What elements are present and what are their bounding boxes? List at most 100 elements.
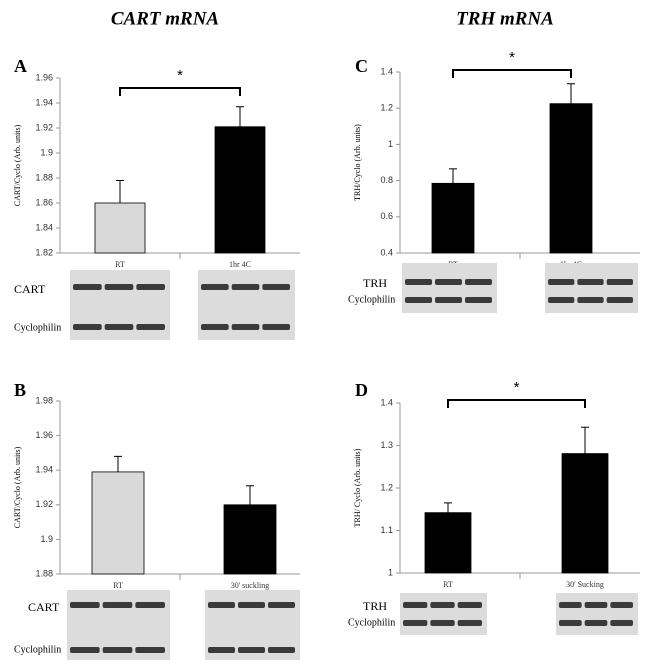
- blot-label: TRH: [363, 276, 387, 290]
- y-tick-label: 1.4: [380, 397, 393, 407]
- gel-band: [403, 620, 428, 626]
- y-tick-label: 1.88: [35, 172, 53, 182]
- gel-band: [262, 324, 290, 330]
- gel-band: [610, 620, 633, 626]
- y-tick-label: 1.92: [35, 122, 53, 132]
- gel-image: [556, 593, 638, 635]
- gel-band: [465, 297, 492, 303]
- gel-band: [104, 284, 134, 290]
- gel-band: [435, 297, 462, 303]
- gel-band: [584, 620, 608, 626]
- x-tick-label: 1hr 4C: [229, 260, 251, 269]
- gel-band: [73, 284, 102, 290]
- gel-band: [559, 620, 582, 626]
- gel-band: [135, 647, 165, 653]
- gel-band: [548, 297, 575, 303]
- gel-band: [606, 279, 633, 285]
- column-heading: CART mRNA: [111, 8, 219, 29]
- gel-band: [577, 279, 604, 285]
- bar: [223, 504, 277, 575]
- significance-marker: *: [177, 67, 183, 84]
- x-tick-label: RT: [115, 260, 125, 269]
- gel-band: [268, 647, 295, 653]
- gel-band: [208, 602, 235, 608]
- gel-band: [201, 284, 229, 290]
- blot-label: Cyclophilin: [348, 294, 395, 305]
- y-tick-label: 0.6: [380, 211, 393, 221]
- bar: [214, 126, 266, 254]
- y-tick-label: 0.4: [380, 247, 393, 257]
- x-tick-label: RT: [113, 581, 123, 590]
- y-tick-label: 1.84: [35, 222, 53, 232]
- y-tick-label: 0.8: [380, 175, 393, 185]
- gel-band: [405, 279, 432, 285]
- bar: [94, 202, 146, 254]
- significance-marker: *: [514, 379, 520, 396]
- y-tick-label: 1.96: [35, 430, 53, 440]
- y-tick-label: 1: [388, 567, 393, 577]
- significance-bracket: [119, 87, 241, 96]
- blot-label: Cyclophilin: [14, 644, 61, 655]
- bar: [424, 512, 472, 574]
- x-tick-label: 30' suckling: [231, 581, 270, 590]
- y-tick-label: 1.98: [35, 395, 53, 405]
- bar: [561, 453, 609, 574]
- y-tick-label: 1.92: [35, 499, 53, 509]
- gel-band: [136, 284, 165, 290]
- significance-bracket: [447, 399, 586, 408]
- gel-band: [135, 602, 165, 608]
- gel-band: [268, 602, 295, 608]
- y-axis-label: CART/Cyclo (Arb. units): [13, 124, 22, 206]
- panel-letter: D: [355, 380, 368, 400]
- blot-label: TRH: [363, 599, 387, 613]
- y-tick-label: 1.2: [380, 482, 393, 492]
- gel-band: [201, 324, 229, 330]
- blot-label: Cyclophilin: [14, 322, 61, 333]
- gel-band: [104, 324, 134, 330]
- gel-band: [102, 602, 133, 608]
- gel-band: [70, 647, 100, 653]
- gel-band: [231, 284, 260, 290]
- panel-letter: A: [14, 56, 27, 76]
- y-tick-label: 1.96: [35, 72, 53, 82]
- gel-band: [457, 602, 482, 608]
- column-heading: TRH mRNA: [456, 8, 554, 29]
- x-tick-label: RT: [443, 580, 453, 589]
- gel-band: [102, 647, 133, 653]
- gel-image: [400, 593, 487, 635]
- y-tick-label: 1.82: [35, 247, 53, 257]
- x-tick-label: 30' Sucking: [566, 580, 604, 589]
- bar: [549, 103, 593, 254]
- blot-label: CART: [14, 282, 46, 296]
- gel-band: [465, 279, 492, 285]
- gel-band: [403, 602, 428, 608]
- y-axis-label: TRH/ Cyclo (Arb. units): [353, 448, 362, 527]
- gel-band: [262, 284, 290, 290]
- blot-label: CART: [28, 600, 60, 614]
- gel-band: [610, 602, 633, 608]
- gel-band: [238, 647, 265, 653]
- y-tick-label: 1.9: [40, 534, 53, 544]
- bar: [91, 471, 145, 575]
- gel-band: [231, 324, 260, 330]
- y-tick-label: 1.3: [380, 440, 393, 450]
- y-tick-label: 1.88: [35, 568, 53, 578]
- gel-band: [405, 297, 432, 303]
- gel-band: [430, 602, 455, 608]
- gel-band: [577, 297, 604, 303]
- gel-band: [559, 602, 582, 608]
- y-tick-label: 1: [388, 139, 393, 149]
- y-tick-label: 1.1: [380, 525, 393, 535]
- y-tick-label: 1.94: [35, 97, 53, 107]
- blot-label: Cyclophilin: [348, 617, 395, 628]
- y-axis-label: TRH/Cyclo (Arb. units): [353, 124, 362, 201]
- gel-band: [70, 602, 100, 608]
- gel-band: [606, 297, 633, 303]
- panel-letter: C: [355, 56, 368, 76]
- y-tick-label: 1.2: [380, 103, 393, 113]
- y-tick-label: 1.4: [380, 66, 393, 76]
- gel-image: [545, 263, 638, 313]
- gel-band: [457, 620, 482, 626]
- significance-bracket: [452, 69, 572, 78]
